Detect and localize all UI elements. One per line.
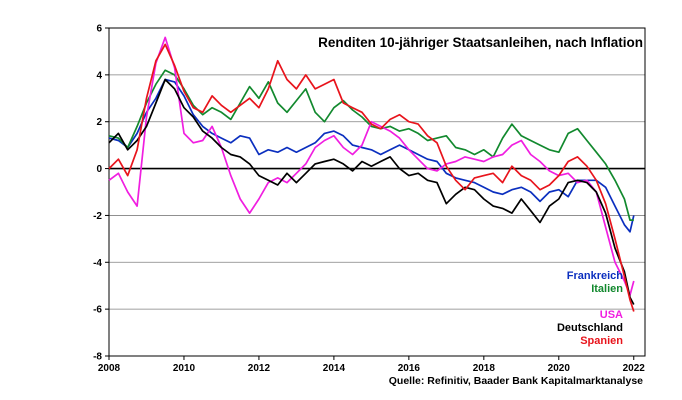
x-tick-label: 2022 [623, 363, 646, 374]
series-lines [108, 36, 635, 312]
series-line-deutschland [108, 78, 635, 305]
series-line-usa [108, 36, 635, 296]
y-tick-label: -2 [93, 211, 102, 222]
x-tick-label: 2012 [248, 363, 271, 374]
y-tick-label: 4 [96, 70, 102, 81]
x-tick-label: 2016 [398, 363, 421, 374]
gridlines [109, 74, 645, 310]
y-tick-label: -8 [93, 352, 102, 363]
legend-item-italien: Italien [591, 283, 623, 295]
x-tick-label: 2008 [98, 363, 121, 374]
series-line-italien [108, 69, 634, 221]
series-line-frankreich [108, 78, 635, 233]
chart-source: Quelle: Refinitiv, Baader Bank Kapitalma… [389, 375, 643, 387]
y-tick-label: 6 [96, 24, 102, 35]
chart-title: Renditen 10-jähriger Staatsanleihen, nac… [318, 35, 643, 50]
axis-ticks: -8 -6 -4 -2 0 2 4 6 2008 2010 2012 2014 2016 2018 2020… [93, 24, 645, 375]
x-tick-label: 2020 [548, 363, 571, 374]
legend-item-spanien: Spanien [580, 335, 623, 347]
legend-item-frankreich: Frankreich [567, 270, 624, 282]
y-tick-label: 2 [96, 117, 102, 128]
legend-item-deutschland: Deutschland [557, 322, 623, 334]
x-tick-label: 2010 [173, 363, 196, 374]
y-tick-label: -6 [93, 305, 102, 316]
series-line-spanien [108, 43, 635, 312]
x-tick-label: 2014 [323, 363, 346, 374]
x-tick-label: 2018 [473, 363, 496, 374]
legend-item-usa: USA [600, 309, 623, 321]
y-tick-label: -4 [93, 258, 102, 269]
y-tick-label: 0 [96, 164, 102, 175]
plot-area-frame [108, 27, 646, 357]
